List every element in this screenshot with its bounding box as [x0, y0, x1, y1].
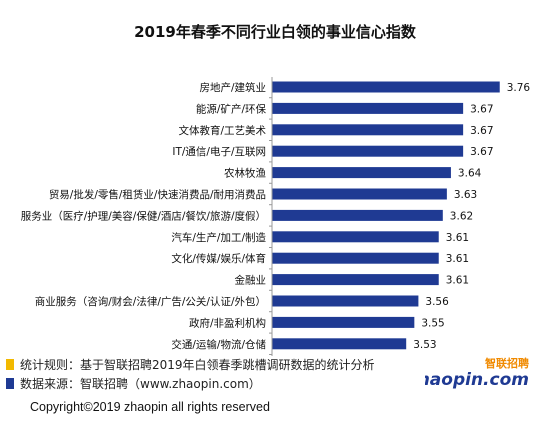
bar-value-label: 3.67: [470, 103, 493, 115]
category-label: 商业服务（咨询/财会/法律/广告/公关/认证/外包）: [35, 295, 266, 308]
category-label: 房地产/建筑业: [199, 81, 266, 94]
bar: [272, 81, 500, 93]
bar: [272, 316, 415, 328]
bar-value-label: 3.63: [454, 189, 477, 201]
logo-cn-text: 智联招聘: [485, 356, 529, 370]
category-label: 政府/非盈利机构: [189, 316, 266, 329]
bar-value-label: 3.61: [446, 275, 469, 287]
bar-value-label: 3.61: [446, 253, 469, 265]
data-source-bullet-icon: [6, 378, 14, 389]
bar-value-label: 3.53: [413, 339, 436, 351]
bar: [272, 338, 407, 350]
bar-value-label: 3.56: [425, 296, 449, 308]
bar: [272, 102, 464, 114]
stat-rule-bullet-icon: [6, 359, 14, 370]
category-label: IT/通信/电子/互联网: [172, 145, 266, 158]
bar-value-label: 3.64: [458, 168, 482, 180]
bar-value-label: 3.76: [507, 82, 531, 94]
bar-value-label: 3.67: [470, 146, 493, 158]
bar: [272, 274, 439, 286]
bar: [272, 124, 464, 136]
bar-value-label: 3.67: [470, 125, 493, 137]
bar-value-label: 3.61: [446, 232, 469, 244]
stat-rule-text: 统计规则：基于智联招聘2019年白领春季跳槽调研数据的统计分析: [20, 358, 375, 372]
category-label: 文体教育/工艺美术: [178, 124, 266, 137]
bars-layer: 房地产/建筑业 3.76 能源/矿产/环保 3.67 文体教育/工艺美术 3.67 IT/通…: [21, 81, 531, 355]
bar: [272, 188, 447, 200]
category-label: 汽车/生产/加工/制造: [171, 231, 266, 244]
category-label: 服务业（医疗/护理/美容/保健/酒店/餐饮/旅游/度假）: [21, 209, 266, 222]
chart-title: 2019年春季不同行业白领的事业信心指数: [134, 23, 417, 41]
bar: [272, 209, 443, 221]
category-label: 文化/传媒/娱乐/体育: [171, 252, 266, 265]
category-label: 能源/矿产/环保: [196, 102, 267, 115]
bar-value-label: 3.55: [421, 317, 444, 329]
bar-value-label: 3.62: [450, 210, 473, 222]
category-label: 金融业: [235, 274, 267, 287]
category-label: 贸易/批发/零售/租赁业/快速消费品/耐用消费品: [49, 188, 266, 201]
bar: [272, 145, 464, 157]
data-source-note: 数据来源：智联招聘（www.zhaopin.com）: [6, 375, 261, 392]
category-label: 交通/运输/物流/仓储: [171, 338, 266, 351]
copyright-text: Copyright©2019 zhaopin all rights reserv…: [30, 400, 270, 414]
bar: [272, 295, 419, 307]
bar: [272, 231, 439, 243]
category-label: 农林牧渔: [224, 167, 266, 180]
data-source-text: 数据来源：智联招聘（www.zhaopin.com）: [20, 377, 261, 391]
logo-en-text: zhaopin.com: [425, 370, 529, 389]
bar: [272, 167, 451, 179]
zhaopin-logo: 智联招聘 zhaopin.com: [407, 355, 537, 390]
bar: [272, 252, 439, 264]
stat-rule-note: 统计规则：基于智联招聘2019年白领春季跳槽调研数据的统计分析: [6, 356, 375, 373]
